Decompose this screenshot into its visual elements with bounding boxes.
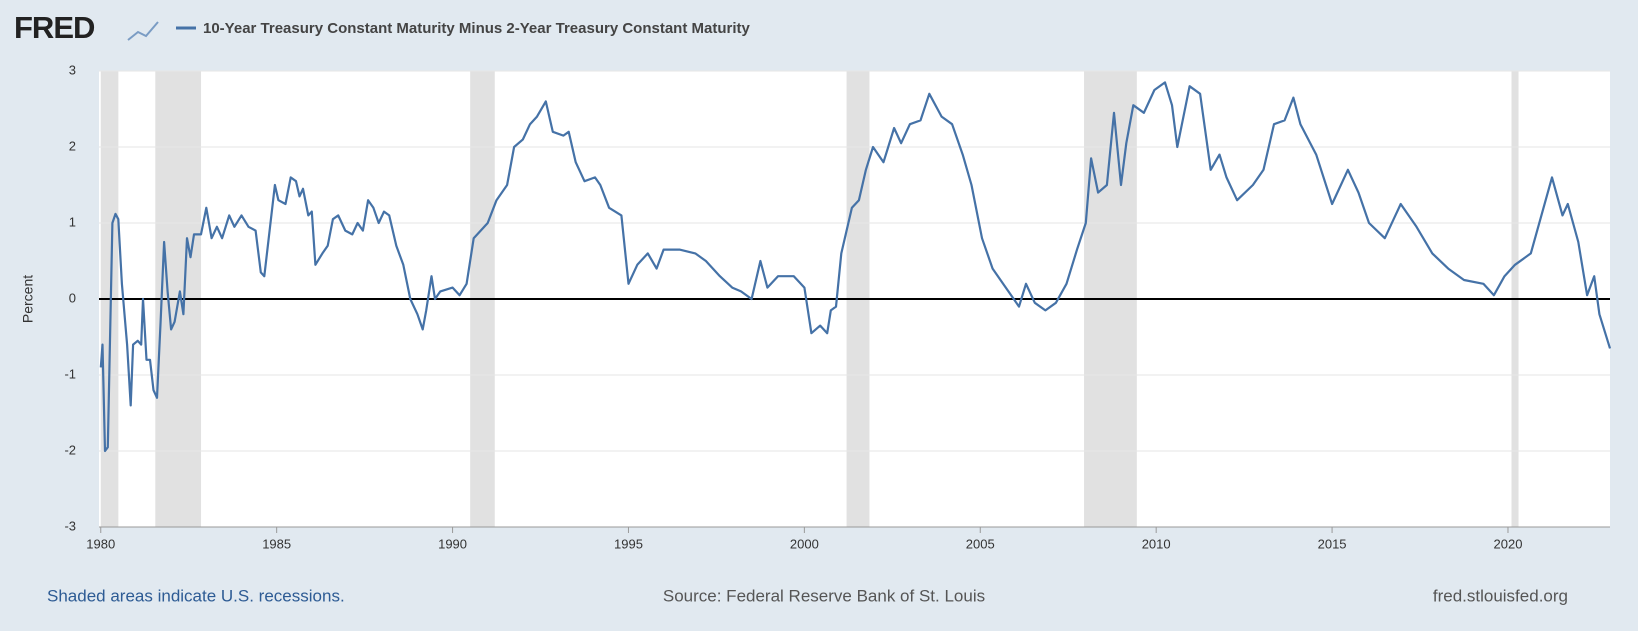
x-tick-label: 1995 <box>614 536 643 551</box>
y-tick-label: 3 <box>69 62 76 77</box>
logo: FRED <box>14 10 95 45</box>
footer-note: Shaded areas indicate U.S. recessions. <box>47 586 345 605</box>
footer-url: fred.stlouisfed.org <box>1433 586 1568 605</box>
x-tick-label: 1990 <box>438 536 467 551</box>
y-tick-label: 2 <box>69 138 76 153</box>
y-axis-label: Percent <box>20 275 36 323</box>
x-tick-label: 2015 <box>1318 536 1347 551</box>
x-tick-label: 2000 <box>790 536 819 551</box>
y-tick-label: -3 <box>64 518 76 533</box>
y-tick-label: -2 <box>64 442 76 457</box>
x-tick-label: 2010 <box>1142 536 1171 551</box>
footer-source: Source: Federal Reserve Bank of St. Loui… <box>663 586 985 605</box>
x-tick-label: 1985 <box>262 536 291 551</box>
y-tick-label: -1 <box>64 366 76 381</box>
x-tick-label: 2020 <box>1494 536 1523 551</box>
legend-label: 10-Year Treasury Constant Maturity Minus… <box>203 20 750 37</box>
x-tick-label: 1980 <box>86 536 115 551</box>
x-tick-label: 2005 <box>966 536 995 551</box>
y-tick-label: 1 <box>69 214 76 229</box>
y-tick-label: 0 <box>69 290 76 305</box>
logo-icon <box>127 21 159 41</box>
data-line <box>99 81 1612 453</box>
